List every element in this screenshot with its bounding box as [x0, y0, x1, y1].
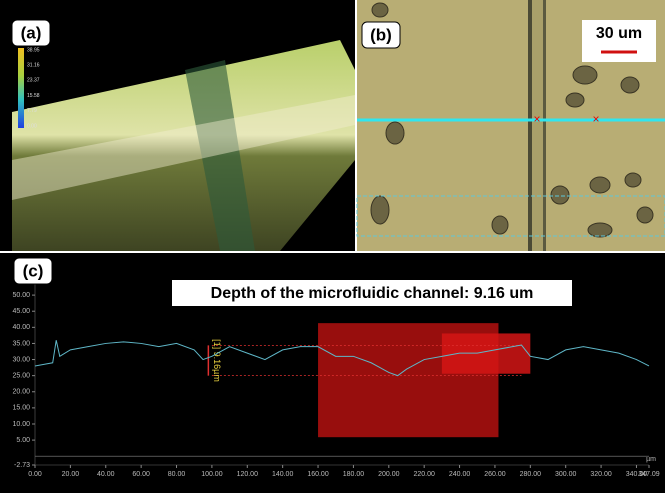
colorbar-tick: 7.79	[27, 108, 37, 114]
x-tick-label: 180.00	[343, 471, 365, 478]
x-tick-label: 160.00	[307, 471, 329, 478]
x-tick-label: 140.00	[272, 471, 294, 478]
x-tick-label: 40.00	[97, 471, 115, 478]
x-tick-label: 200.00	[378, 471, 400, 478]
x-unit: µm	[646, 456, 656, 463]
marker: ×	[592, 112, 599, 126]
chart-title: Depth of the microfluidic channel: 9.16 …	[211, 285, 534, 302]
y-tick-label: -2.73	[14, 462, 30, 469]
x-tick-label: 120.00	[237, 471, 259, 478]
x-tick-label: 320.00	[590, 471, 612, 478]
colorbar	[18, 48, 24, 128]
colorbar-tick: 0.00	[27, 123, 37, 129]
x-tick-label: 60.00	[132, 471, 150, 478]
x-tick-label: 240.00	[449, 471, 471, 478]
x-tick-label: 347.09	[638, 471, 660, 478]
marker: ×	[533, 112, 540, 126]
y-tick-label: 35.00	[12, 340, 30, 347]
colorbar-tick: 31.16	[27, 63, 40, 69]
y-tick-label: 25.00	[12, 373, 30, 380]
colorbar-tick: 23.37	[27, 78, 40, 84]
y-tick-label: 40.00	[12, 324, 30, 331]
x-tick-label: 280.00	[520, 471, 542, 478]
colorbar-tick: 38.95	[27, 47, 40, 53]
figure: 38.95 31.16 23.37 15.58 7.79 0.00 (a) × × 30 …	[0, 0, 665, 493]
channel-edge	[528, 0, 532, 251]
depth-label: [1] 9.16µm	[212, 339, 222, 382]
y-tick-label: 30.00	[12, 356, 30, 363]
y-tick-label: 15.00	[12, 405, 30, 412]
y-tick-label: 5.00	[16, 437, 30, 444]
x-tick-label: 100.00	[201, 471, 223, 478]
panel-label: (a)	[21, 23, 42, 42]
scale-text: 30 um	[596, 25, 642, 42]
x-tick-label: 220.00	[413, 471, 435, 478]
colorbar-tick: 15.58	[27, 93, 40, 99]
y-tick-label: 20.00	[12, 389, 30, 396]
x-tick-label: 260.00	[484, 471, 506, 478]
channel-edge	[543, 0, 546, 251]
x-tick-label: 300.00	[555, 471, 577, 478]
x-tick-label: 0.00	[28, 471, 42, 478]
y-tick-label: 45.00	[12, 308, 30, 315]
y-tick-label: 50.00	[12, 292, 30, 299]
x-tick-label: 80.00	[168, 471, 186, 478]
y-tick-label: 10.00	[12, 421, 30, 428]
x-tick-label: 20.00	[62, 471, 80, 478]
panel-label: (c)	[23, 261, 44, 280]
panel-label: (b)	[370, 25, 392, 44]
